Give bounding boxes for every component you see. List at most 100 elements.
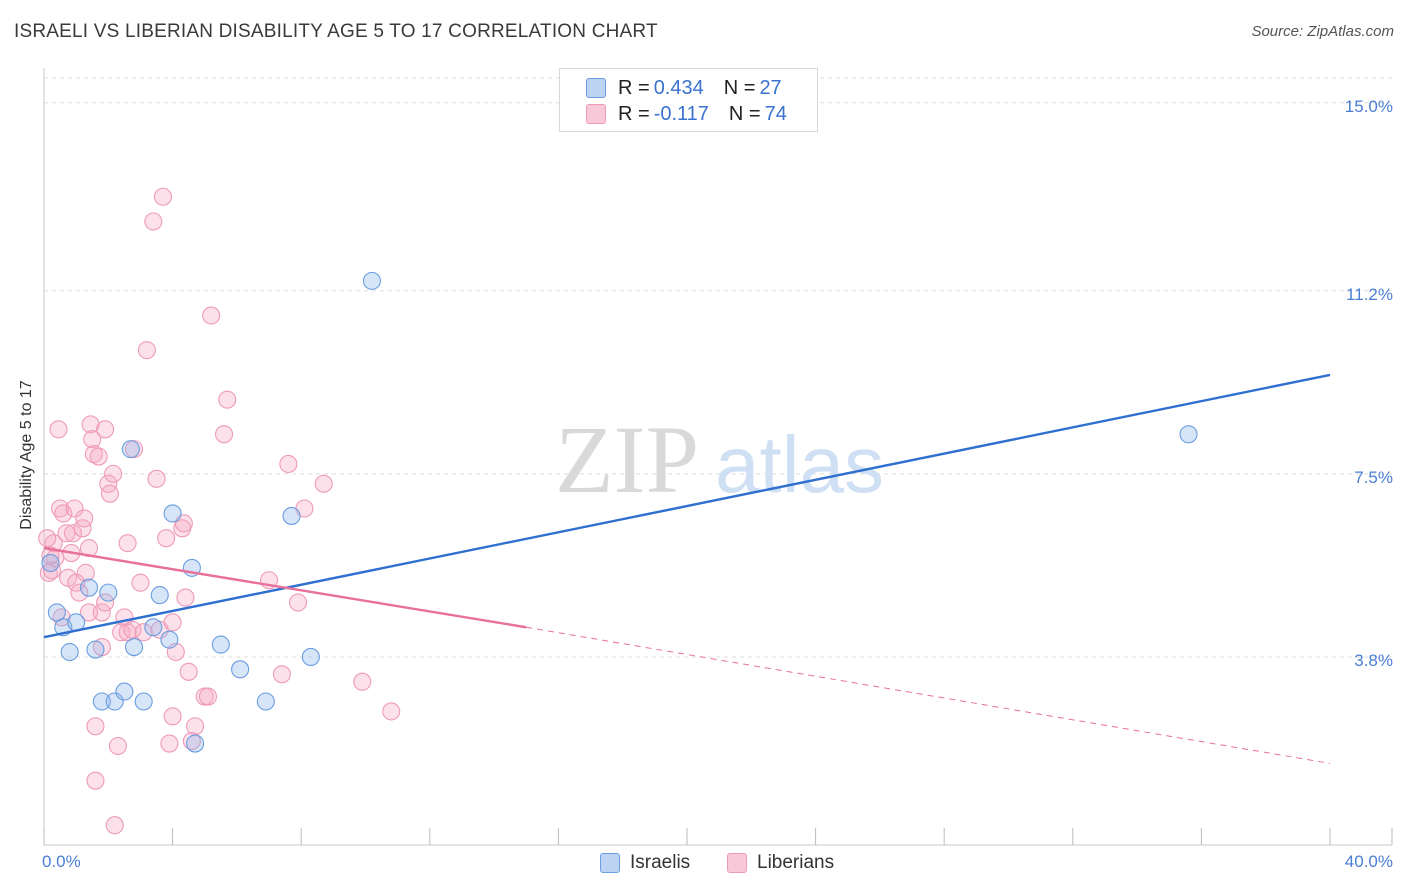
liberian-point [160,734,179,753]
israeli-point [79,578,99,597]
liberian-point [54,504,73,523]
israeli-point [1179,425,1198,444]
bottom-liberians-swatch [727,853,747,873]
liberian-point [41,546,60,565]
israeli-point [160,630,179,649]
source-label: Source: ZipAtlas.com [1251,23,1394,40]
israeli-point [144,618,163,637]
israelis-r-value: 0.434 [653,76,704,99]
israeli-point [231,660,250,679]
liberian-point [131,573,150,592]
liberian-point [112,623,131,642]
liberians-trend-extrapolation [526,626,1331,764]
liberians-points [38,187,401,835]
grid-layer [43,68,1393,846]
liberian-point [134,623,153,642]
liberian-point [84,445,103,464]
liberians-trend-line [43,546,527,629]
liberian-point [81,415,100,434]
israeli-point [121,440,140,459]
liberians-n-value: 74 [764,102,787,125]
liberian-point [108,736,127,756]
israelis-n-label: N = [723,76,756,99]
legend-row-liberians: R = -0.117 N = 74 [586,103,787,125]
trend-lines [43,373,1331,764]
liberian-point [186,717,205,736]
y-tick-label: 7.5% [1354,467,1393,487]
liberian-point [76,563,95,582]
bottom-liberians-label: Liberians [757,852,835,873]
liberian-point [70,583,89,602]
liberian-point [382,702,401,721]
israeli-point [92,692,111,711]
legend-row-israelis: R = 0.434 N = 27 [586,77,782,99]
liberian-point [147,469,166,488]
israeli-point [211,635,230,654]
liberian-point [137,341,156,360]
correlation-legend: R = 0.434 N = 27 R = -0.117 N = 74 [559,68,818,132]
liberian-point [38,529,57,548]
y-tick-label: 3.8% [1354,650,1393,670]
watermark: ZIP atlas [555,406,884,513]
liberian-point [314,474,333,493]
liberian-point [75,509,94,528]
liberian-point [144,212,163,231]
liberian-point [153,187,173,206]
israelis-r-label: R = [618,76,650,99]
israeli-point [301,647,320,667]
liberian-point [163,613,182,632]
liberians-n-label: N = [728,102,761,125]
bottom-israelis-swatch [600,853,620,873]
israeli-point [105,692,124,711]
liberian-point [89,447,108,466]
liberian-point [96,593,115,612]
israeli-point [99,583,118,602]
israeli-point [134,692,153,711]
liberian-point [163,707,182,726]
liberian-point [179,662,198,681]
liberian-point [118,534,137,553]
liberian-point [83,430,102,449]
liberian-point [42,561,62,580]
y-tick-label: 11.2% [1346,284,1393,304]
israelis-trend-line [43,373,1331,639]
liberian-point [86,771,105,790]
liberian-point [157,529,176,548]
israeli-point [282,506,301,525]
liberians-r-value: -0.117 [653,102,709,125]
liberian-point [79,603,99,622]
liberian-point [214,425,234,444]
israeli-point [41,553,60,572]
liberian-point [218,390,237,409]
liberian-point [96,420,115,439]
israelis-swatch [586,78,606,98]
liberian-point [100,484,119,503]
liberian-point [272,665,291,684]
liberian-point [92,603,111,622]
israeli-point [124,638,144,657]
liberian-point [104,464,123,483]
x-tick-label: 40.0% [1344,852,1393,871]
liberian-point [63,524,82,543]
israeli-point [362,271,381,290]
liberian-point [279,454,298,474]
israeli-point [86,640,105,659]
liberians-swatch [586,104,606,124]
chart-title: ISRAELI VS LIBERIAN DISABILITY AGE 5 TO … [14,21,658,42]
liberian-point [176,588,195,607]
liberian-point [198,687,218,706]
israeli-point [150,586,169,605]
bottom-israelis-label: Israelis [630,852,691,873]
liberian-point [288,593,308,612]
watermark-zip: ZIP [555,406,699,513]
israeli-point [115,682,134,701]
liberian-point [353,672,372,691]
liberian-point [105,816,124,835]
liberian-point [182,732,201,751]
israeli-point [186,734,205,753]
liberians-r-label: R = [618,102,650,125]
israeli-point [256,692,275,711]
liberian-point [86,717,105,736]
liberian-point [202,306,221,325]
